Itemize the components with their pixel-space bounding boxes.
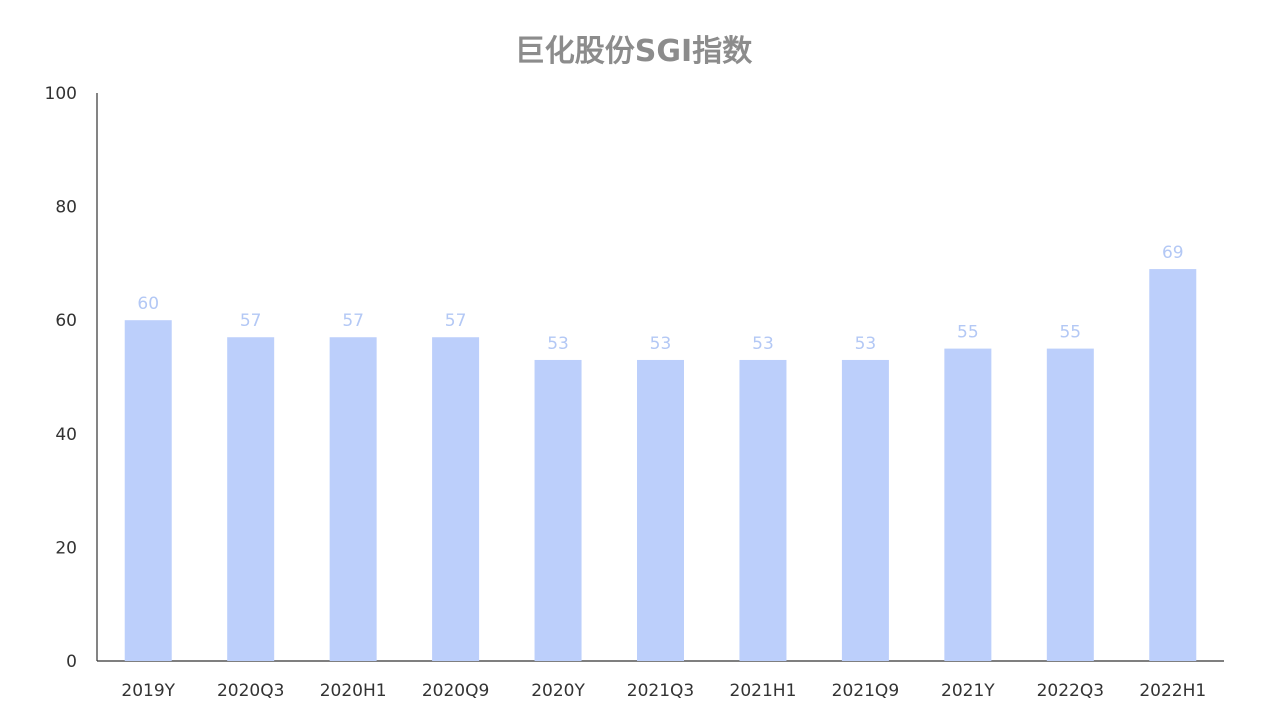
data-label: 69 — [1162, 243, 1184, 263]
x-tick-label: 2020Y — [531, 681, 585, 701]
bar — [124, 320, 172, 661]
y-tick-label: 100 — [45, 84, 77, 104]
bar — [944, 348, 992, 661]
x-tick-label: 2021Q3 — [627, 681, 694, 701]
chart-title: 巨化股份SGI指数 — [514, 34, 753, 69]
bar — [739, 359, 787, 661]
bar — [432, 337, 480, 661]
bar — [841, 359, 889, 661]
data-label: 53 — [547, 334, 569, 354]
bar — [534, 359, 582, 661]
bar — [329, 337, 377, 661]
data-label: 55 — [957, 323, 979, 343]
y-tick-label: 40 — [55, 425, 77, 445]
x-tick-label: 2022Q3 — [1037, 681, 1104, 701]
x-tick-label: 2019Y — [121, 681, 175, 701]
data-label: 57 — [240, 311, 262, 331]
data-label: 53 — [855, 334, 877, 354]
y-tick-label: 20 — [55, 538, 77, 558]
bar — [1149, 269, 1197, 661]
data-label: 53 — [650, 334, 672, 354]
x-tick-label: 2021H1 — [730, 681, 797, 701]
x-tick-label: 2022H1 — [1139, 681, 1206, 701]
data-label: 53 — [752, 334, 774, 354]
y-tick-label: 0 — [66, 652, 77, 672]
bar — [227, 337, 275, 661]
x-tick-label: 2021Y — [941, 681, 995, 701]
x-tick-label: 2021Q9 — [832, 681, 899, 701]
bar — [637, 359, 684, 661]
data-label: 60 — [137, 294, 159, 314]
data-label: 57 — [445, 311, 467, 331]
y-tick-label: 60 — [55, 311, 77, 331]
data-label: 57 — [342, 311, 364, 331]
data-label: 55 — [1059, 323, 1081, 343]
y-tick-label: 80 — [55, 198, 77, 218]
bar — [1046, 348, 1094, 661]
x-tick-label: 2020Q3 — [217, 681, 284, 701]
x-tick-label: 2020Q9 — [422, 681, 489, 701]
x-tick-label: 2020H1 — [320, 681, 387, 701]
